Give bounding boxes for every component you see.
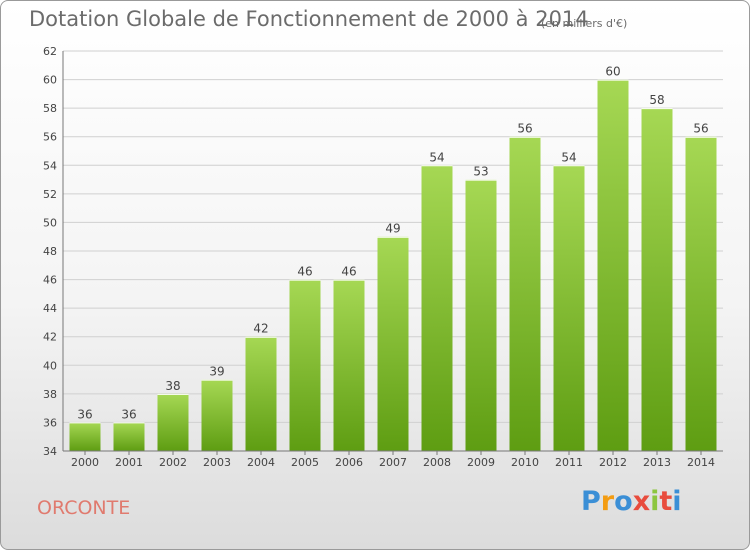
y-tick-label: 42 xyxy=(43,331,57,344)
bar-value-label: 42 xyxy=(253,322,268,336)
bar-2009 xyxy=(465,179,497,452)
x-tick-label: 2002 xyxy=(159,456,187,469)
logo-letter: x xyxy=(632,486,651,517)
x-tick-label: 2010 xyxy=(511,456,539,469)
bar-2008 xyxy=(421,165,453,452)
bar-2014 xyxy=(685,136,717,451)
y-tick-label: 60 xyxy=(43,74,57,87)
y-tick-label: 58 xyxy=(43,102,57,115)
y-tick-label: 40 xyxy=(43,359,57,372)
y-tick-label: 56 xyxy=(43,131,57,144)
y-tick-label: 44 xyxy=(43,302,57,315)
y-tick-label: 50 xyxy=(43,216,57,229)
bar-value-label: 36 xyxy=(77,407,92,421)
bar-2004 xyxy=(245,336,277,451)
y-tick-label: 52 xyxy=(43,188,57,201)
y-tick-label: 36 xyxy=(43,416,57,429)
bar-2011 xyxy=(553,165,585,452)
chart-title: Dotation Globale de Fonctionnement de 20… xyxy=(29,7,589,31)
x-tick-label: 2007 xyxy=(379,456,407,469)
bar-2013 xyxy=(641,108,673,452)
x-tick-label: 2005 xyxy=(291,456,319,469)
bar-value-label: 60 xyxy=(605,65,620,79)
bar-2000 xyxy=(69,422,101,451)
x-tick-label: 2013 xyxy=(643,456,671,469)
bar-2006 xyxy=(333,279,365,451)
logo-letter: i xyxy=(672,486,682,517)
bar-value-label: 46 xyxy=(297,265,312,279)
x-tick-label: 2011 xyxy=(555,456,583,469)
x-tick-label: 2014 xyxy=(687,456,715,469)
bar-value-label: 54 xyxy=(561,150,576,164)
bar-value-label: 49 xyxy=(385,222,400,236)
proxiti-logo: Proxiti xyxy=(581,486,682,517)
bar-value-label: 39 xyxy=(209,365,224,379)
y-tick-label: 34 xyxy=(43,445,57,458)
logo-letter: r xyxy=(600,486,615,517)
bar-value-label: 56 xyxy=(517,122,532,136)
x-tick-label: 2003 xyxy=(203,456,231,469)
logo-letter: i xyxy=(650,486,660,517)
bar-2010 xyxy=(509,136,541,451)
y-tick-label: 48 xyxy=(43,245,57,258)
bar-value-label: 53 xyxy=(473,165,488,179)
logo-letter: P xyxy=(581,486,601,517)
bar-value-label: 56 xyxy=(693,122,708,136)
bar-2005 xyxy=(289,279,321,451)
x-tick-label: 2001 xyxy=(115,456,143,469)
bar-value-label: 36 xyxy=(121,407,136,421)
commune-name: ORCONTE xyxy=(37,497,131,519)
bar-2003 xyxy=(201,379,233,451)
bar-value-label: 38 xyxy=(165,379,180,393)
x-tick-label: 2008 xyxy=(423,456,451,469)
y-tick-label: 54 xyxy=(43,159,57,172)
bar-2002 xyxy=(157,393,189,451)
x-tick-label: 2009 xyxy=(467,456,495,469)
x-tick-label: 2006 xyxy=(335,456,363,469)
bar-value-label: 54 xyxy=(429,150,444,164)
chart-subtitle: (en milliers d'€) xyxy=(541,17,628,30)
logo-letter: o xyxy=(614,486,633,517)
y-tick-label: 46 xyxy=(43,274,57,287)
bar-2007 xyxy=(377,236,409,451)
bar-value-label: 46 xyxy=(341,265,356,279)
x-tick-label: 2000 xyxy=(71,456,99,469)
logo-letter: t xyxy=(659,486,673,517)
x-tick-label: 2012 xyxy=(599,456,627,469)
bar-2001 xyxy=(113,422,145,451)
bar-2012 xyxy=(597,79,629,452)
y-tick-label: 62 xyxy=(43,45,57,58)
x-tick-label: 2004 xyxy=(247,456,275,469)
bar-value-label: 58 xyxy=(649,93,664,107)
y-tick-label: 38 xyxy=(43,388,57,401)
